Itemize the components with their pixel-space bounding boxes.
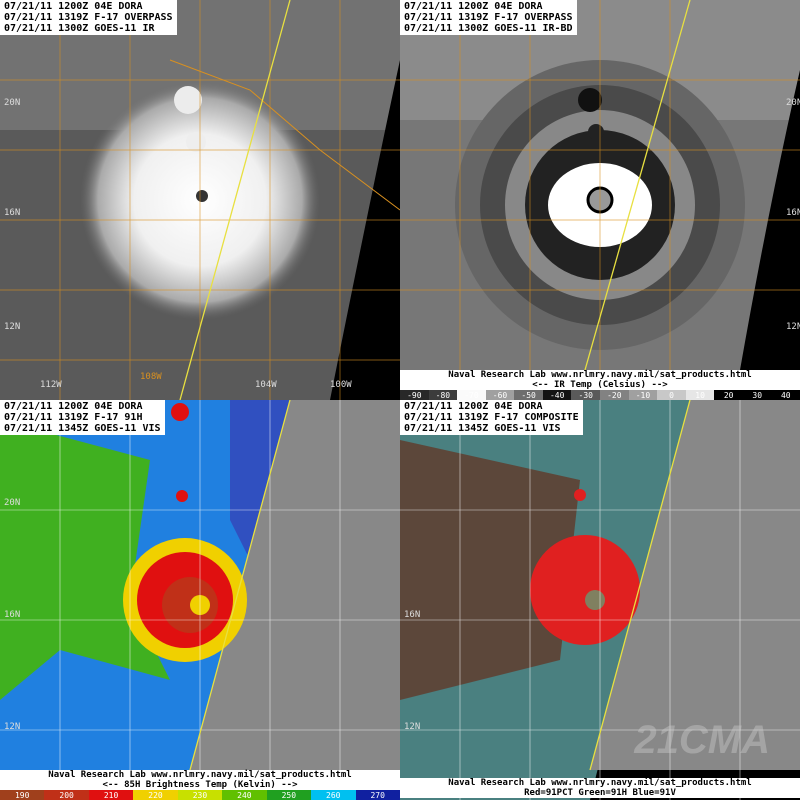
colorbar-tick: 30 bbox=[742, 390, 772, 400]
colorbar-tick: 40 bbox=[771, 390, 800, 400]
panel-ir-bd: 07/21/11 1200Z 04E DORA 07/21/11 1319Z F-… bbox=[400, 0, 800, 400]
panel-header: 07/21/11 1200Z 04E DORA 07/21/11 1319Z F-… bbox=[400, 400, 583, 435]
panel-ir: 07/21/11 1200Z 04E DORA 07/21/11 1319Z F-… bbox=[0, 0, 400, 400]
colorbar-tick: 10 bbox=[685, 390, 715, 400]
lat-label: 20N bbox=[786, 98, 800, 108]
swath-line bbox=[179, 0, 291, 400]
ir-bd-image bbox=[400, 0, 800, 400]
lon-label: 100W bbox=[330, 380, 352, 390]
colorbar-tick: -10 bbox=[628, 390, 658, 400]
colorbar-tick: -70 bbox=[457, 390, 486, 400]
lon-label: 108W bbox=[140, 372, 162, 382]
lat-label: 16N bbox=[786, 208, 800, 218]
legend: Naval Research Lab www.nrlmry.navy.mil/s… bbox=[400, 370, 800, 390]
colorbar-tick: -90 bbox=[400, 390, 429, 400]
swath-line bbox=[589, 400, 691, 771]
composite-image bbox=[400, 400, 800, 800]
colorbar-tick: -30 bbox=[571, 390, 601, 400]
colorbar-tick: 200 bbox=[44, 790, 89, 800]
lat-label: 20N bbox=[4, 98, 21, 108]
colorbar-tick: 190 bbox=[0, 790, 45, 800]
panel-header: 07/21/11 1200Z 04E DORA 07/21/11 1319Z F-… bbox=[400, 0, 577, 35]
swath-line bbox=[584, 0, 691, 371]
lat-label: 16N bbox=[4, 610, 21, 620]
lat-label: 12N bbox=[404, 722, 421, 732]
lat-label: 16N bbox=[4, 208, 21, 218]
colorbar-tick: 20 bbox=[714, 390, 743, 400]
lat-label: 20N bbox=[4, 498, 21, 508]
legend: Naval Research Lab www.nrlmry.navy.mil/s… bbox=[400, 778, 800, 798]
colorbar: 190 200 210 220 230 240 250 260 270 bbox=[0, 790, 400, 800]
colorbar-tick: 210 bbox=[88, 790, 134, 800]
colorbar-tick: 240 bbox=[222, 790, 267, 800]
colorbar-tick: -80 bbox=[428, 390, 458, 400]
panel-91h: 07/21/11 1200Z 04E DORA 07/21/11 1319Z F-… bbox=[0, 400, 400, 800]
colorbar-tick: 260 bbox=[311, 790, 356, 800]
lon-label: 104W bbox=[255, 380, 277, 390]
colorbar-tick: 220 bbox=[133, 790, 178, 800]
panel-header: 07/21/11 1200Z 04E DORA 07/21/11 1319Z F-… bbox=[0, 0, 177, 35]
legend: Naval Research Lab www.nrlmry.navy.mil/s… bbox=[0, 770, 400, 790]
colorbar-tick: -50 bbox=[514, 390, 543, 400]
ir-image bbox=[0, 0, 400, 400]
colorbar-tick: 230 bbox=[177, 790, 223, 800]
colorbar-tick: -60 bbox=[485, 390, 515, 400]
lat-label: 12N bbox=[4, 322, 21, 332]
colorbar-tick: -20 bbox=[600, 390, 629, 400]
lat-label: 12N bbox=[4, 722, 21, 732]
lon-label: 112W bbox=[40, 380, 62, 390]
swath-line bbox=[189, 400, 291, 771]
panel-header: 07/21/11 1200Z 04E DORA 07/21/11 1319Z F-… bbox=[0, 400, 165, 435]
colorbar-tick: -40 bbox=[542, 390, 572, 400]
panel-composite: 07/21/11 1200Z 04E DORA 07/21/11 1319Z F-… bbox=[400, 400, 800, 800]
colorbar-tick: 250 bbox=[266, 790, 312, 800]
colorbar-tick: 0 bbox=[657, 390, 686, 400]
lat-label: 12N bbox=[786, 322, 800, 332]
watermark: 21CMA bbox=[634, 718, 770, 762]
lat-label: 16N bbox=[404, 610, 421, 620]
colorbar: -90 -80 -70 -60 -50 -40 -30 -20 -10 0 10 20 30 40 bbox=[400, 390, 800, 400]
colorbar-tick: 270 bbox=[355, 790, 400, 800]
91h-image bbox=[0, 400, 400, 800]
